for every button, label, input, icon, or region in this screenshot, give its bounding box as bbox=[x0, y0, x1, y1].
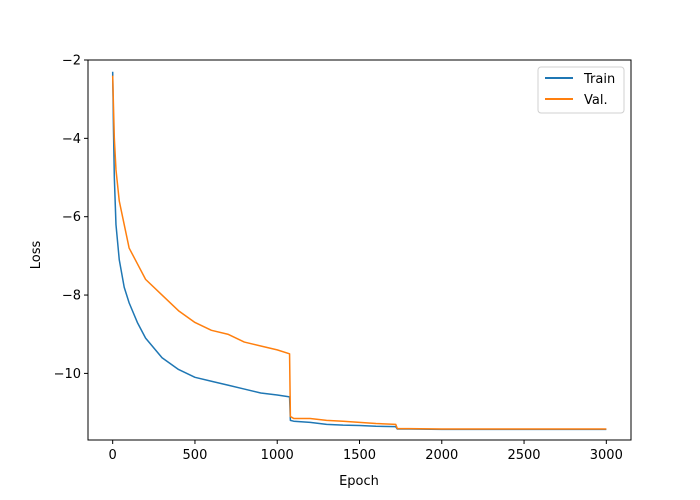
y-tick-label: −8 bbox=[62, 289, 81, 304]
x-tick-label: 2500 bbox=[507, 448, 540, 463]
legend-label-train: Train bbox=[583, 72, 615, 87]
x-tick-label: 0 bbox=[109, 448, 117, 463]
x-tick-label: 1000 bbox=[261, 448, 294, 463]
legend-label-val: Val. bbox=[584, 93, 608, 108]
y-axis-label: Loss bbox=[29, 241, 44, 270]
legend: Train Val. bbox=[537, 66, 625, 114]
y-tick-label: −6 bbox=[62, 210, 81, 225]
x-tick-label: 3000 bbox=[590, 448, 623, 463]
plot-area bbox=[111, 71, 607, 431]
series-line-val bbox=[111, 75, 607, 430]
x-axis-label: Epoch bbox=[339, 474, 379, 489]
y-tick-label: −4 bbox=[62, 132, 81, 147]
x-tick-label: 500 bbox=[183, 448, 208, 463]
x-tick-label: 1500 bbox=[343, 448, 376, 463]
y-tick-label: −10 bbox=[54, 367, 81, 382]
x-tick-label: 2000 bbox=[425, 448, 458, 463]
series-layer bbox=[111, 71, 607, 431]
y-axis: −2 −4 −6 −8 −10 bbox=[54, 54, 88, 382]
x-axis: 0 500 1000 1500 2000 2500 3000 bbox=[109, 440, 623, 463]
y-tick-label: −2 bbox=[62, 54, 81, 69]
